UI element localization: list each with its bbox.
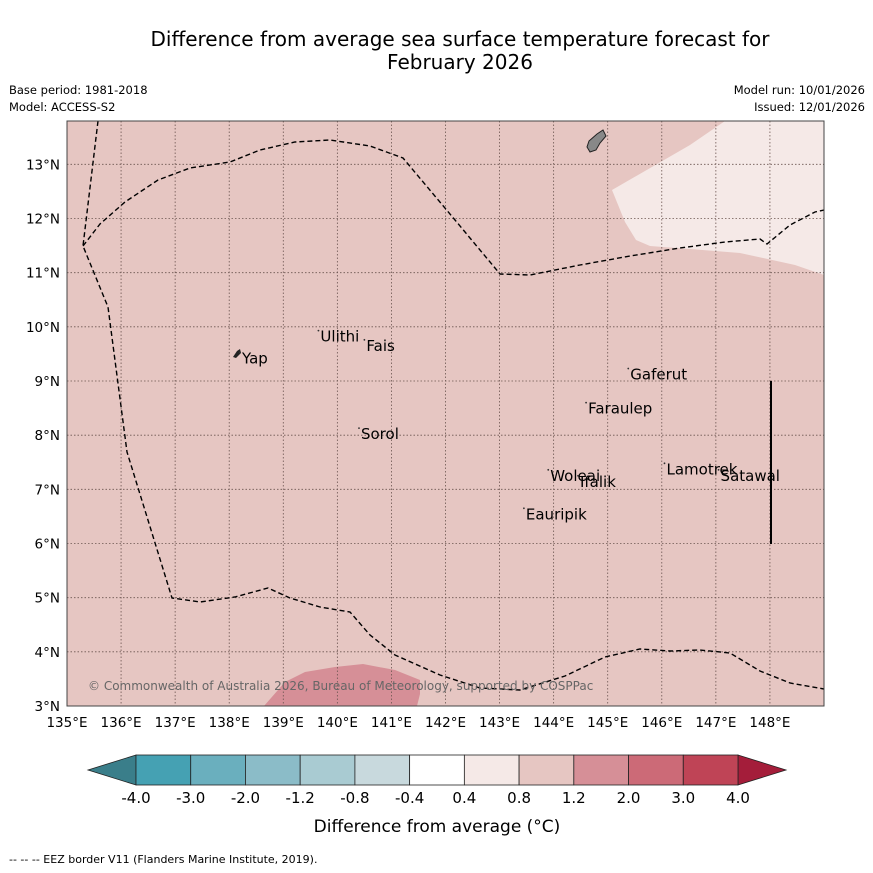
lat-tick-label: 3°N (35, 699, 60, 715)
place-label: Satawal (721, 467, 780, 485)
colorbar-tick-label: -3.0 (176, 789, 205, 807)
lat-tick-label: 6°N (35, 537, 60, 553)
anomaly-region-warm (264, 664, 420, 706)
place-marker (358, 427, 360, 430)
eez-border-line-north (82, 139, 824, 276)
lon-tick-label: 143°E (479, 715, 520, 731)
copyright-text: © Commonwealth of Australia 2026, Bureau… (88, 679, 593, 693)
meta-left: Base period: 1981-2018 Model: ACCESS-S2 (9, 82, 148, 116)
lon-tick-label: 146°E (641, 715, 682, 731)
lon-tick-label: 138°E (209, 715, 250, 731)
lon-tick-label: 144°E (533, 715, 574, 731)
lat-tick-label: 8°N (35, 428, 60, 444)
lat-tick-label: 10°N (26, 320, 60, 336)
place-label: Woleai (550, 467, 600, 485)
colorbar-swatch (518, 754, 575, 786)
colorbar-tick-label: 1.2 (562, 789, 586, 807)
place-marker (627, 367, 630, 370)
lat-tick-label: 5°N (35, 591, 60, 607)
lon-tick-label: 141°E (371, 715, 412, 731)
colorbar-swatch (299, 754, 356, 786)
place-marker (239, 351, 241, 354)
place-label: Yap (241, 349, 268, 367)
colorbar-label: Difference from average (°C) (314, 817, 561, 837)
place-marker (363, 338, 366, 341)
colorbar-tick-label: 0.4 (452, 789, 476, 807)
colorbar-swatch (135, 754, 192, 786)
map-grid (67, 121, 824, 706)
colorbar-swatch (354, 754, 411, 786)
lat-tick-label: 12°N (26, 212, 60, 228)
colorbar: -4.0 -3.0 -2.0 -1.2 -0.8 -0.4 0.4 0.8 1.2 2.0 3.0 4… (86, 754, 788, 807)
issued-label: Issued: 12/01/2026 (754, 100, 865, 114)
colorbar-tick-label: 2.0 (617, 789, 641, 807)
model-run-label: Model run: 10/01/2026 (733, 83, 865, 97)
place-marker (577, 474, 579, 477)
place-label: Ifalik (580, 473, 616, 491)
colorbar-tick-label: 0.8 (507, 789, 531, 807)
map-area: Ulithi Fais Yap Gaferut Faraulep Sorol Lamotre… (67, 121, 824, 706)
colorbar-tick-label: -2.0 (231, 789, 260, 807)
colorbar-tick-label: -0.8 (340, 789, 369, 807)
place-marker (547, 468, 550, 471)
colorbar-tick-label: -4.0 (121, 789, 150, 807)
place-marker (717, 468, 720, 471)
colorbar-tick-label: 4.0 (726, 789, 750, 807)
lon-tick-label: 142°E (425, 715, 466, 731)
lon-tick-label: 145°E (587, 715, 628, 731)
lat-tick-label: 13°N (26, 157, 60, 173)
title-line-1: Difference from average sea surface temp… (150, 27, 770, 51)
anomaly-region-light (612, 121, 824, 275)
lon-tick-label: 137°E (155, 715, 196, 731)
place-marker (585, 401, 587, 404)
axis-labels: 135°E 136°E 137°E 138°E 139°E 140°E 141°E 142°E… (26, 157, 790, 731)
guam-island-shape (586, 129, 607, 153)
place-label: Gaferut (630, 366, 687, 384)
place-label: Sorol (361, 425, 399, 443)
colorbar-swatch (682, 754, 739, 786)
colorbar-swatch (628, 754, 684, 786)
lon-tick-label: 140°E (317, 715, 358, 731)
model-label: Model: ACCESS-S2 (9, 100, 116, 114)
place-label: Faraulep (588, 400, 652, 418)
lon-tick-label: 148°E (749, 715, 790, 731)
place-label: Ulithi (320, 328, 359, 346)
eez-border-line (82, 121, 824, 691)
colorbar-swatch (573, 754, 629, 786)
colorbar-tick-label: 3.0 (671, 789, 695, 807)
footer-legend: -- -- -- EEZ border V11 (Flanders Marine… (9, 853, 318, 866)
map-frame (66, 120, 825, 707)
meta-right: Model run: 10/01/2026 Issued: 12/01/2026 (734, 82, 865, 116)
lon-tick-label: 147°E (695, 715, 736, 731)
colorbar-swatch (245, 754, 301, 786)
page-title: Difference from average sea surface temp… (60, 28, 860, 74)
lat-tick-label: 4°N (35, 645, 60, 661)
place-label: Eauripik (526, 505, 587, 523)
place-label: Fais (366, 337, 395, 355)
colorbar-tick-label: -1.2 (286, 789, 315, 807)
lon-tick-label: 139°E (263, 715, 304, 731)
lat-tick-label: 9°N (35, 374, 60, 390)
lat-tick-label: 11°N (26, 266, 60, 282)
title-line-2: February 2026 (387, 50, 533, 74)
place-labels: Ulithi Fais Yap Gaferut Faraulep Sorol Lamotre… (239, 328, 780, 523)
base-period-label: Base period: 1981-2018 (9, 83, 148, 97)
place-marker (663, 462, 666, 465)
lon-tick-label: 136°E (101, 715, 142, 731)
colorbar-over-arrow (737, 754, 788, 786)
lon-tick-label: 135°E (46, 715, 87, 731)
place-marker (317, 329, 320, 332)
colorbar-tick-label: -0.4 (395, 789, 424, 807)
place-label: Lamotrek (666, 460, 737, 478)
colorbar-swatch (409, 754, 465, 786)
lat-tick-label: 7°N (35, 482, 60, 498)
colorbar-swatch (190, 754, 246, 786)
colorbar-under-arrow (86, 754, 137, 786)
yap-island-shape (233, 349, 241, 358)
place-marker (523, 507, 525, 510)
colorbar-swatch (463, 754, 520, 786)
